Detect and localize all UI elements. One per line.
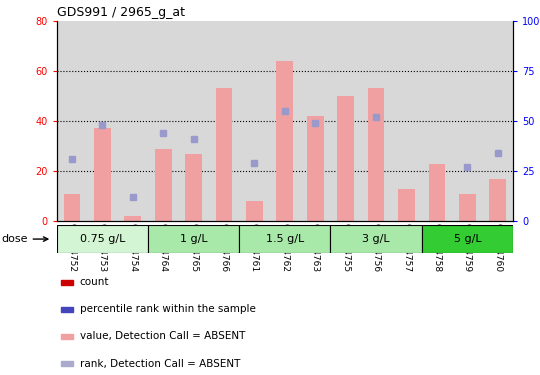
Bar: [61, 307, 73, 312]
Bar: [330, 21, 361, 221]
Bar: [64, 194, 80, 221]
Text: 3 g/L: 3 g/L: [362, 234, 390, 244]
Bar: [124, 216, 141, 221]
Text: percentile rank within the sample: percentile rank within the sample: [79, 304, 255, 314]
Bar: [209, 21, 239, 221]
Bar: [392, 21, 422, 221]
Bar: [269, 21, 300, 221]
Text: GDS991 / 2965_g_at: GDS991 / 2965_g_at: [57, 6, 185, 20]
Text: 5 g/L: 5 g/L: [454, 234, 481, 244]
Bar: [246, 201, 263, 221]
Text: count: count: [79, 277, 109, 287]
Bar: [422, 225, 513, 253]
Bar: [57, 225, 148, 253]
Bar: [429, 164, 446, 221]
Bar: [57, 21, 87, 221]
Bar: [338, 96, 354, 221]
Bar: [185, 153, 202, 221]
Bar: [422, 21, 452, 221]
Text: 1 g/L: 1 g/L: [180, 234, 207, 244]
Bar: [239, 21, 269, 221]
Bar: [489, 178, 506, 221]
Bar: [368, 88, 384, 221]
Bar: [239, 225, 330, 253]
Text: rank, Detection Call = ABSENT: rank, Detection Call = ABSENT: [79, 358, 240, 369]
Bar: [276, 61, 293, 221]
Bar: [148, 225, 239, 253]
Bar: [452, 21, 483, 221]
Bar: [483, 21, 513, 221]
Text: value, Detection Call = ABSENT: value, Detection Call = ABSENT: [79, 332, 245, 342]
Bar: [307, 116, 323, 221]
Text: 0.75 g/L: 0.75 g/L: [79, 234, 125, 244]
Bar: [94, 129, 111, 221]
Bar: [361, 21, 392, 221]
Bar: [61, 280, 73, 285]
Bar: [61, 334, 73, 339]
Bar: [215, 88, 232, 221]
Bar: [61, 361, 73, 366]
Text: dose: dose: [1, 234, 48, 244]
Bar: [118, 21, 148, 221]
Bar: [87, 21, 118, 221]
Bar: [178, 21, 209, 221]
Bar: [155, 148, 172, 221]
Bar: [148, 21, 178, 221]
Text: 1.5 g/L: 1.5 g/L: [266, 234, 304, 244]
Bar: [459, 194, 476, 221]
Bar: [330, 225, 422, 253]
Bar: [398, 189, 415, 221]
Bar: [300, 21, 330, 221]
